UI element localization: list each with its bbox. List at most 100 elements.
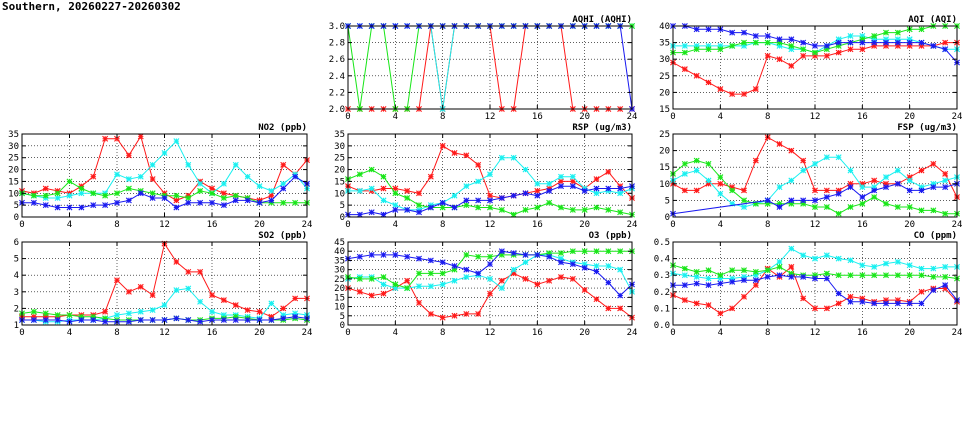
data-point-red	[847, 180, 854, 187]
data-point-blue	[605, 279, 612, 286]
data-point-cyan	[693, 167, 700, 174]
x-tick-label: 8	[440, 220, 445, 230]
data-point-green	[942, 273, 949, 280]
data-point-red	[439, 314, 446, 321]
data-point-cyan	[451, 192, 458, 199]
data-point-blue	[427, 204, 434, 211]
data-point-red	[581, 286, 588, 293]
data-point-green	[859, 272, 866, 279]
data-point-blue	[800, 273, 807, 280]
chart-title: FSP (ug/m3)	[897, 123, 957, 133]
data-point-cyan	[522, 166, 529, 173]
page-title: Southern, 20260227-20260302	[2, 0, 181, 13]
data-point-red	[859, 180, 866, 187]
x-tick-label: 12	[159, 220, 170, 230]
data-point-blue	[894, 39, 901, 46]
data-point-cyan	[161, 149, 168, 156]
data-point-green	[729, 187, 736, 194]
data-point-green	[581, 206, 588, 213]
data-point-cyan	[125, 310, 132, 317]
data-point-blue	[90, 317, 97, 324]
chart-title: RSP (ug/m3)	[572, 123, 632, 133]
x-tick-label: 16	[857, 328, 868, 338]
chart-title: CO (ppm)	[914, 231, 957, 241]
data-point-blue	[823, 194, 830, 201]
data-point-blue	[835, 190, 842, 197]
data-point-cyan	[593, 262, 600, 269]
data-point-green	[776, 39, 783, 46]
data-point-blue	[883, 300, 889, 307]
data-point-green	[906, 204, 913, 211]
data-point-blue	[125, 197, 132, 204]
data-point-red	[800, 295, 807, 302]
data-point-green	[232, 192, 239, 199]
data-point-green	[764, 39, 771, 46]
data-point-cyan	[605, 262, 612, 269]
data-point-blue	[812, 275, 818, 282]
data-point-red	[137, 133, 144, 140]
data-point-blue	[475, 197, 482, 204]
data-point-cyan	[705, 275, 712, 282]
data-point-blue	[942, 184, 949, 191]
x-tick-label: 16	[532, 112, 543, 122]
data-point-blue	[220, 317, 227, 324]
data-point-red	[717, 310, 724, 317]
data-point-blue	[930, 287, 937, 294]
data-point-blue	[256, 199, 263, 206]
data-point-green	[451, 266, 458, 273]
data-point-blue	[66, 204, 73, 211]
data-point-green	[173, 192, 180, 199]
data-point-green	[705, 160, 712, 167]
data-point-cyan	[883, 174, 889, 181]
data-point-green	[871, 272, 878, 279]
data-point-green	[280, 199, 287, 206]
data-point-green	[78, 185, 85, 192]
data-point-red	[693, 300, 700, 307]
data-point-blue	[593, 268, 600, 275]
data-point-red	[605, 305, 612, 312]
data-point-green	[717, 272, 724, 279]
data-point-red	[871, 42, 878, 49]
x-tick-label: 0	[670, 220, 675, 230]
data-point-cyan	[906, 177, 913, 184]
data-point-red	[510, 270, 517, 277]
chart-title: AQHI (AQHI)	[572, 15, 632, 25]
data-point-green	[404, 285, 411, 292]
data-point-blue	[173, 315, 180, 322]
data-point-red	[593, 296, 600, 303]
data-point-blue	[812, 42, 818, 49]
data-point-green	[605, 206, 612, 213]
data-point-red	[268, 192, 275, 199]
data-point-cyan	[823, 154, 830, 161]
data-point-blue	[605, 185, 612, 192]
data-point-red	[847, 46, 854, 53]
data-point-red	[463, 152, 470, 159]
data-point-cyan	[859, 184, 866, 191]
data-point-cyan	[498, 154, 505, 161]
data-point-green	[871, 32, 878, 39]
data-point-blue	[392, 251, 399, 258]
data-point-cyan	[416, 283, 422, 290]
data-point-blue	[894, 180, 901, 187]
data-point-red	[209, 292, 215, 299]
data-point-green	[847, 272, 854, 279]
y-tick-label: 25	[334, 275, 345, 285]
data-point-red	[280, 305, 287, 312]
x-tick-label: 8	[765, 220, 770, 230]
data-point-blue	[918, 39, 925, 46]
data-point-green	[546, 199, 553, 206]
data-point-red	[717, 86, 724, 93]
y-tick-label: 30	[659, 55, 670, 65]
data-point-green	[764, 267, 771, 274]
data-point-green	[30, 192, 37, 199]
data-point-blue	[416, 209, 422, 216]
y-tick-label: 30	[8, 142, 19, 152]
data-point-blue	[244, 197, 251, 204]
data-point-blue	[475, 270, 482, 277]
x-tick-label: 12	[810, 112, 821, 122]
y-tick-label: 40	[659, 22, 670, 32]
data-point-red	[705, 302, 712, 309]
data-point-cyan	[871, 184, 878, 191]
data-point-cyan	[280, 312, 287, 319]
x-tick-label: 4	[718, 220, 723, 230]
